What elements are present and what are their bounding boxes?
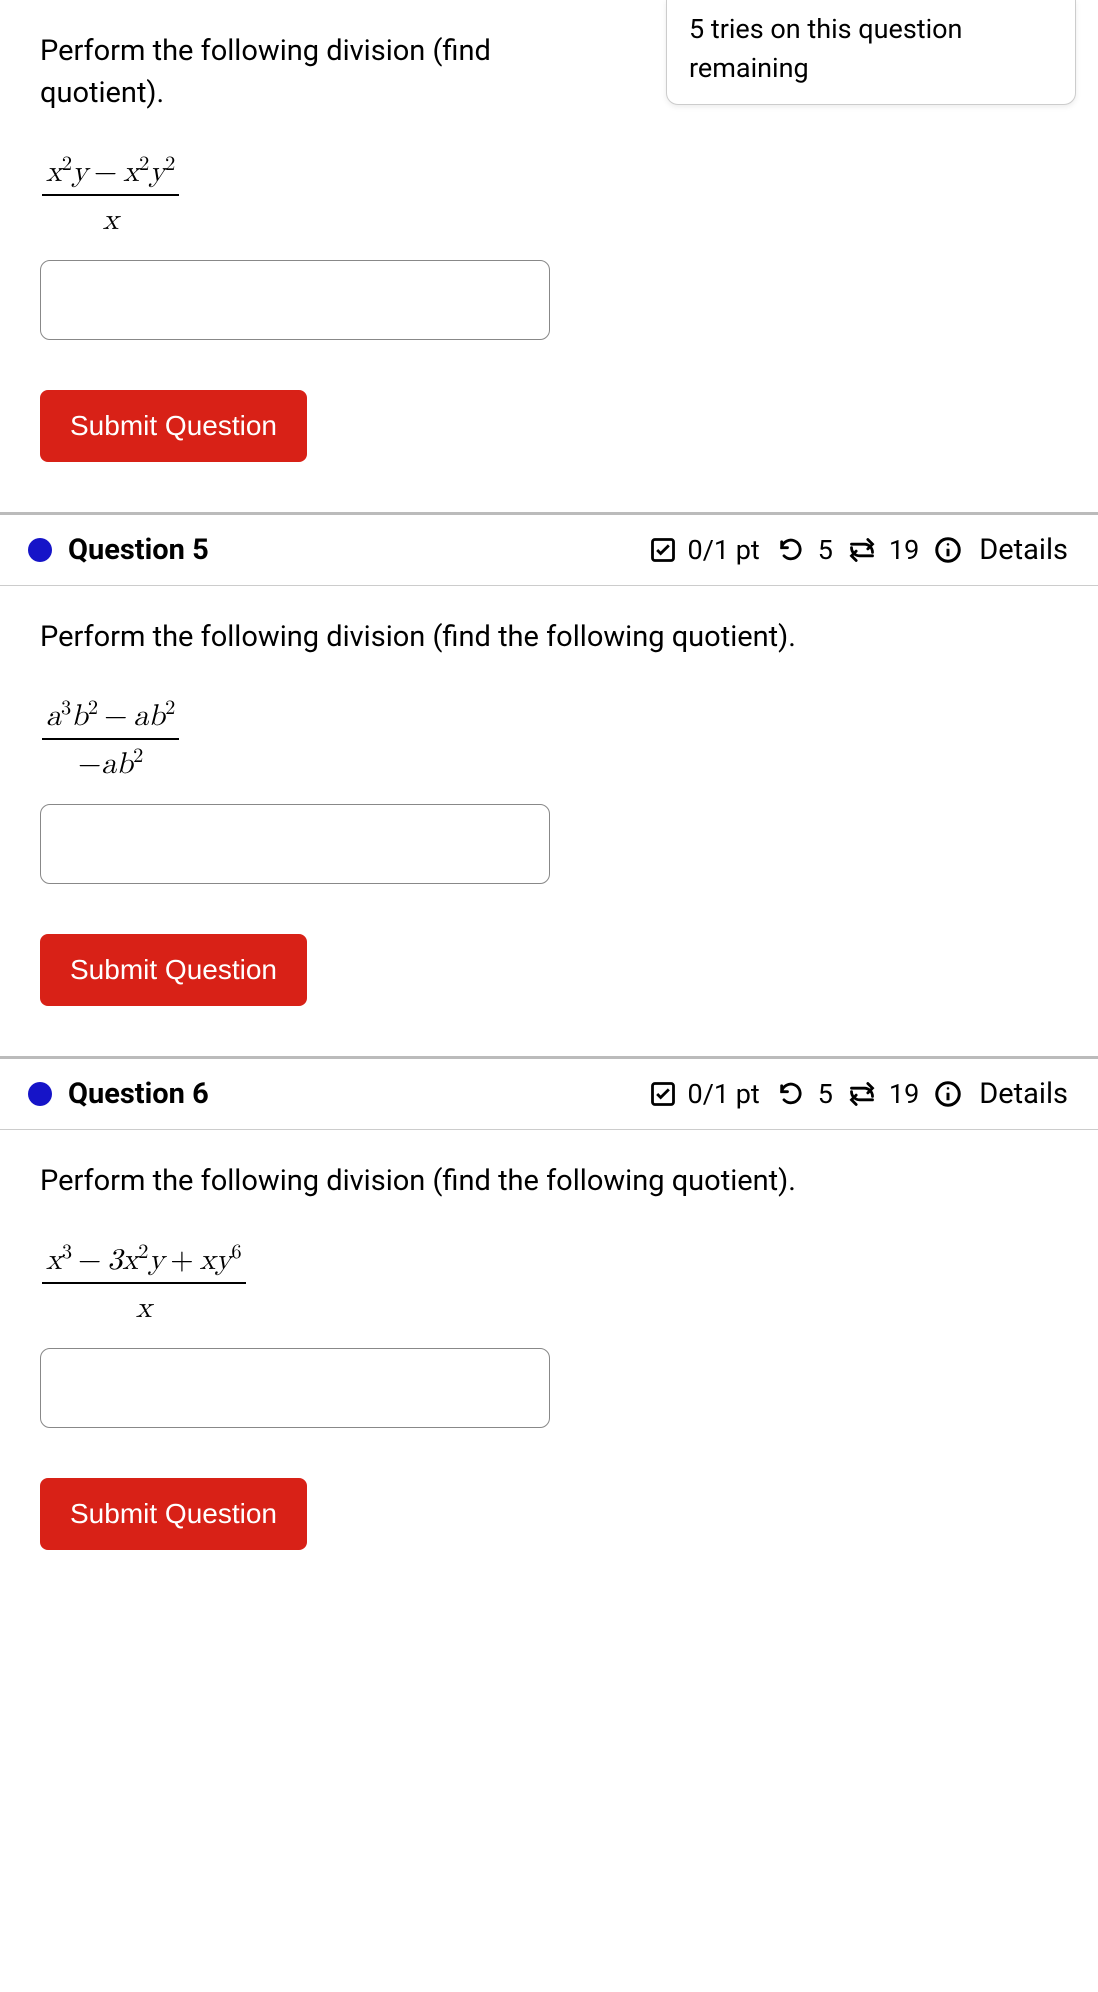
question-5-details-link[interactable]: Details	[979, 533, 1068, 567]
question-5-denominator: −ab2	[42, 740, 179, 782]
status-dot-icon	[28, 1082, 52, 1106]
question-6-details-link[interactable]: Details	[979, 1077, 1068, 1111]
question-5-prompt: Perform the following division (find the…	[40, 616, 1058, 658]
question-5-attempts: 19	[889, 534, 919, 566]
question-6-header-left: Question 6	[28, 1077, 209, 1111]
question-4-numerator: x2y−x2y2	[42, 154, 179, 196]
question-6-prompt: Perform the following division (find the…	[40, 1160, 1058, 1202]
tries-remaining-tooltip: 5 tries on this question remaining	[666, 0, 1076, 105]
page-container: 5 tries on this question remaining Perfo…	[0, 0, 1098, 1570]
question-6-header-right: 0/1 pt 5 19 Details	[648, 1077, 1068, 1111]
question-6-retries: 5	[818, 1078, 833, 1110]
shuffle-icon	[847, 1079, 877, 1109]
checkbox-icon	[648, 535, 678, 565]
question-5-retries: 5	[818, 534, 833, 566]
question-4-prompt-suffix: quotient).	[40, 76, 164, 110]
question-5-fraction: a3b2−ab2 −ab2	[42, 698, 179, 782]
question-6-attempts: 19	[889, 1078, 919, 1110]
question-4-submit-button[interactable]: Submit Question	[40, 390, 307, 462]
question-6-numerator: x3−3x2y+xy6	[42, 1242, 246, 1284]
retry-icon	[776, 535, 806, 565]
question-5-answer-input[interactable]	[40, 804, 550, 884]
question-6-answer-input[interactable]	[40, 1348, 550, 1428]
question-6-fraction: x3−3x2y+xy6 x	[42, 1242, 246, 1326]
question-6-points: 0/1 pt	[688, 1078, 760, 1110]
question-6-denominator: x	[42, 1284, 246, 1326]
question-4-denominator: x	[42, 196, 179, 238]
question-5-points: 0/1 pt	[688, 534, 760, 566]
question-4-fraction: x2y−x2y2 x	[42, 154, 179, 238]
question-6-body: Perform the following division (find the…	[0, 1130, 1098, 1570]
question-5-header[interactable]: Question 5 0/1 pt 5 19	[0, 512, 1098, 586]
shuffle-icon	[847, 535, 877, 565]
info-icon[interactable]	[933, 535, 963, 565]
question-5-header-right: 0/1 pt 5 19 Details	[648, 533, 1068, 567]
question-5-header-left: Question 5	[28, 533, 209, 567]
question-6-title: Question 6	[68, 1077, 209, 1111]
retry-icon	[776, 1079, 806, 1109]
question-5-numerator: a3b2−ab2	[42, 698, 179, 740]
question-6-header[interactable]: Question 6 0/1 pt 5 19	[0, 1056, 1098, 1130]
status-dot-icon	[28, 538, 52, 562]
question-5-title: Question 5	[68, 533, 209, 567]
tries-remaining-text: 5 tries on this question remaining	[689, 13, 962, 84]
question-4-answer-input[interactable]	[40, 260, 550, 340]
checkbox-icon	[648, 1079, 678, 1109]
question-4-prompt-prefix: Perform the following division (find	[40, 34, 491, 68]
question-5-body: Perform the following division (find the…	[0, 586, 1098, 1056]
question-5-submit-button[interactable]: Submit Question	[40, 934, 307, 1006]
info-icon[interactable]	[933, 1079, 963, 1109]
question-6-submit-button[interactable]: Submit Question	[40, 1478, 307, 1550]
